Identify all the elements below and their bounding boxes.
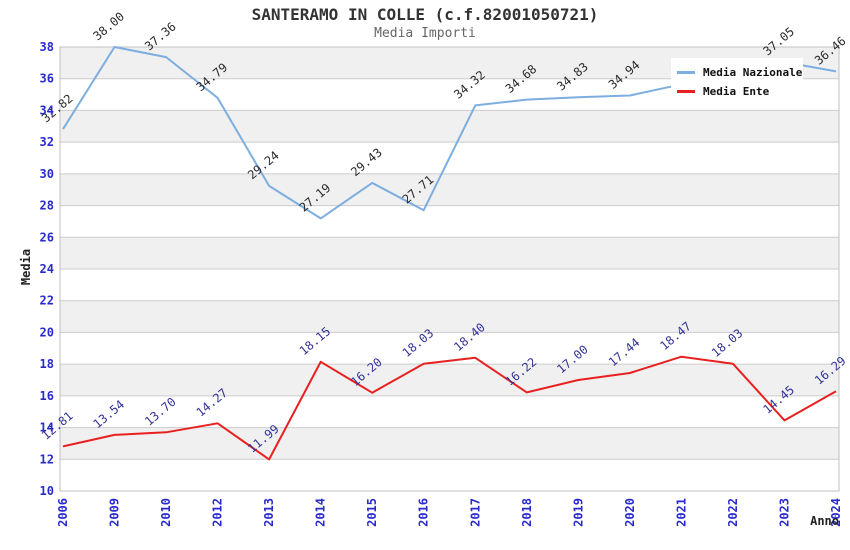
series-line-media-nazionale	[62, 46, 837, 220]
y-tick-label: 16	[40, 389, 54, 403]
y-tick-label: 36	[40, 72, 54, 86]
y-tick-label: 24	[40, 262, 54, 276]
x-tick-label: 2020	[623, 498, 637, 527]
chart-legend: Media Nazionale Media Ente	[671, 58, 803, 106]
plot-border	[59, 46, 840, 492]
y-tick-label: 38	[40, 40, 54, 54]
line-swatch-blue-icon	[677, 71, 695, 74]
x-tick-label: 2015	[365, 498, 379, 527]
y-tick-label: 18	[40, 357, 54, 371]
x-axis-title: Anno	[810, 514, 839, 528]
x-axis-ticks: 2006 2009 2010 2012 2013 2014 2015 2016 2017 2018…	[56, 498, 843, 527]
y-tick-label: 28	[40, 199, 54, 213]
y-tick-label: 32	[40, 135, 54, 149]
legend-label: Media Nazionale	[703, 66, 803, 79]
y-tick-label: 34	[40, 103, 54, 117]
legend-label: Media Ente	[703, 85, 770, 98]
y-tick-label: 14	[40, 421, 54, 435]
y-axis-ticks: 10 12 14 16 18 20 22 24 26 28 30 32 34 36 38	[40, 40, 54, 498]
line-swatch-red-icon	[677, 90, 695, 93]
x-tick-label: 2009	[108, 498, 122, 527]
y-tick-label: 20	[40, 325, 54, 339]
x-tick-label: 2019	[571, 498, 585, 527]
chart-title: SANTERAMO IN COLLE (c.f.82001050721)	[251, 5, 599, 24]
y-tick-label: 12	[40, 452, 54, 466]
x-tick-label: 2018	[520, 498, 534, 527]
x-tick-label: 2022	[726, 498, 740, 527]
x-tick-label: 2013	[262, 498, 276, 527]
x-tick-label: 2024	[829, 498, 843, 527]
x-tick-label: 2012	[211, 498, 225, 527]
y-tick-label: 30	[40, 167, 54, 181]
y-tick-label: 10	[40, 484, 54, 498]
legend-item-media-nazionale: Media Nazionale	[677, 63, 803, 82]
x-tick-label: 2021	[674, 498, 688, 527]
x-tick-label: 2023	[778, 498, 792, 527]
x-tick-label: 2010	[159, 498, 173, 527]
series-line-media-ente	[62, 355, 837, 461]
legend-item-media-ente: Media Ente	[677, 82, 803, 101]
y-tick-label: 22	[40, 294, 54, 308]
x-tick-label: 2014	[314, 498, 328, 527]
y-tick-label: 26	[40, 230, 54, 244]
y-axis-title: Media	[19, 248, 34, 286]
chart-subtitle: Media Importi	[374, 26, 476, 41]
x-tick-label: 2016	[417, 498, 431, 527]
x-tick-label: 2017	[468, 498, 482, 527]
x-tick-label: 2006	[56, 498, 70, 527]
